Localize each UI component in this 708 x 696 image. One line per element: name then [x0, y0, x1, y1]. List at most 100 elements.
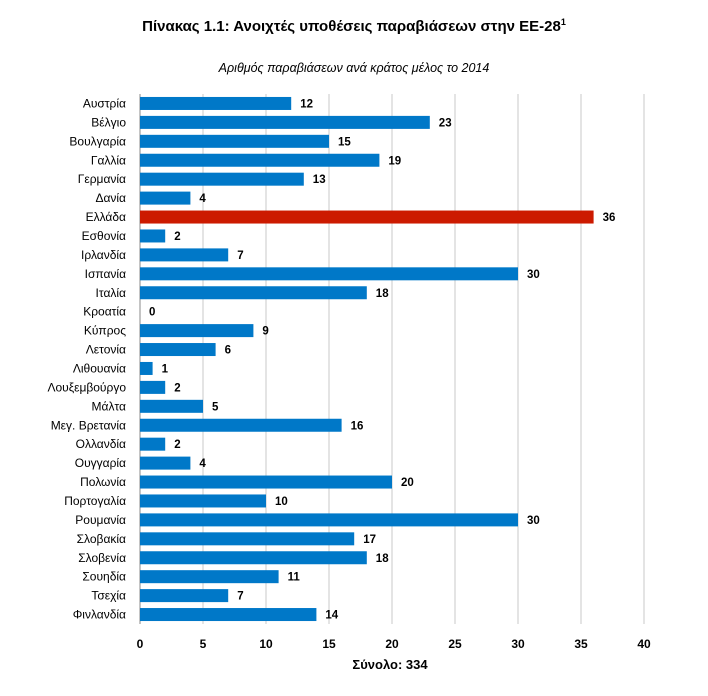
chart-title: Πίνακας 1.1: Ανοιχτές υποθέσεις παραβιάσ…	[0, 18, 708, 36]
category-label: Κροατία	[83, 305, 126, 319]
value-label: 4	[199, 458, 206, 470]
value-label: 2	[174, 382, 180, 394]
bar	[140, 494, 266, 508]
bar	[140, 96, 292, 110]
x-tick-label: 15	[322, 637, 336, 651]
value-label: 12	[300, 98, 313, 110]
category-label: Ισπανία	[85, 267, 126, 281]
x-tick-label: 5	[200, 637, 207, 651]
x-axis-ticks: 0 5 10 15 20 25 30 35 40	[137, 637, 651, 651]
value-label: 10	[275, 496, 288, 508]
category-label: Φινλανδία	[73, 608, 126, 622]
value-label: 30	[527, 269, 540, 281]
category-label: Γαλλία	[91, 153, 126, 167]
category-label: Πορτογαλία	[64, 494, 126, 508]
value-label: 18	[376, 288, 389, 300]
category-label: Σλοβενία	[78, 551, 126, 565]
value-label: 19	[388, 155, 401, 167]
value-label: 7	[237, 591, 243, 603]
x-tick-label: 35	[574, 637, 588, 651]
category-label: Λουξεμβούργο	[47, 380, 126, 394]
x-tick-label: 10	[259, 637, 273, 651]
category-label: Ολλανδία	[76, 437, 126, 451]
value-label: 1	[162, 363, 169, 375]
bar	[140, 380, 166, 394]
category-label: Γερμανία	[78, 172, 126, 186]
value-label: 15	[338, 136, 351, 148]
total-label: Σύνολο: 334	[352, 657, 428, 672]
category-label: Εσθονία	[82, 229, 126, 243]
bar	[140, 551, 367, 565]
x-tick-label: 30	[511, 637, 525, 651]
value-label: 7	[237, 250, 243, 262]
category-label: Ουγγαρία	[75, 456, 126, 470]
value-label: 13	[313, 174, 326, 186]
bar	[140, 418, 342, 432]
bar	[140, 361, 153, 375]
value-label: 18	[376, 553, 389, 565]
category-label: Πολωνία	[80, 475, 126, 489]
chart-title-text: Πίνακας 1.1: Ανοιχτές υποθέσεις παραβιάσ…	[142, 18, 561, 35]
category-label: Ρουμανία	[75, 513, 126, 527]
value-label: 6	[225, 345, 231, 357]
value-label: 9	[262, 326, 268, 338]
category-label: Τσεχία	[91, 589, 126, 603]
bar	[140, 134, 329, 148]
value-labels: 1223151913436273018096125162420103017181…	[149, 98, 615, 621]
x-tick-label: 25	[448, 637, 462, 651]
x-tick-label: 0	[137, 637, 144, 651]
value-label: 36	[603, 212, 616, 224]
bar	[140, 608, 317, 622]
bar	[140, 153, 380, 167]
x-tick-label: 20	[385, 637, 399, 651]
bar	[140, 343, 216, 357]
bar	[140, 115, 430, 129]
value-label: 11	[288, 572, 301, 584]
bar	[140, 172, 304, 186]
value-label: 30	[527, 515, 540, 527]
category-label: Σουηδία	[82, 570, 126, 584]
bar	[140, 513, 518, 527]
category-label: Λιθουανία	[73, 361, 126, 375]
category-label: Λετονία	[86, 343, 126, 357]
category-label: Βουλγαρία	[69, 134, 126, 148]
bar	[140, 267, 518, 281]
bar	[140, 456, 191, 470]
category-label: Μεγ. Βρετανία	[51, 418, 126, 432]
value-label: 20	[401, 477, 414, 489]
category-label: Ιρλανδία	[81, 248, 126, 262]
bar	[140, 475, 392, 489]
bar	[140, 532, 355, 546]
chart-subtitle: Αριθμός παραβιάσεων ανά κράτος μέλος το …	[218, 61, 490, 75]
bar	[140, 437, 166, 451]
bar	[140, 589, 229, 603]
bar	[140, 210, 594, 224]
category-label: Σλοβακία	[77, 532, 126, 546]
category-label: Αυστρία	[83, 96, 126, 110]
bar	[140, 229, 166, 243]
value-label: 14	[325, 610, 338, 622]
bars	[140, 96, 594, 622]
category-label: Μάλτα	[92, 399, 127, 413]
value-label: 2	[174, 231, 180, 243]
category-label: Δανία	[95, 191, 126, 205]
bar	[140, 248, 229, 262]
category-label: Κύπρος	[84, 324, 126, 338]
bar	[140, 324, 254, 338]
bar	[140, 570, 279, 584]
category-label: Ελλάδα	[86, 210, 126, 224]
category-label: Ιταλία	[96, 286, 127, 300]
value-label: 23	[439, 117, 452, 129]
value-label: 17	[363, 534, 376, 546]
bar	[140, 399, 203, 413]
value-label: 0	[149, 307, 155, 319]
value-label: 2	[174, 439, 180, 451]
value-label: 4	[199, 193, 206, 205]
value-label: 16	[351, 420, 364, 432]
category-label: Βέλγιο	[91, 115, 126, 129]
category-labels: Αυστρία Βέλγιο Βουλγαρία Γαλλία Γερμανία Δανί…	[47, 96, 126, 621]
x-tick-label: 40	[637, 637, 651, 651]
bar	[140, 286, 367, 300]
bar	[140, 191, 191, 205]
